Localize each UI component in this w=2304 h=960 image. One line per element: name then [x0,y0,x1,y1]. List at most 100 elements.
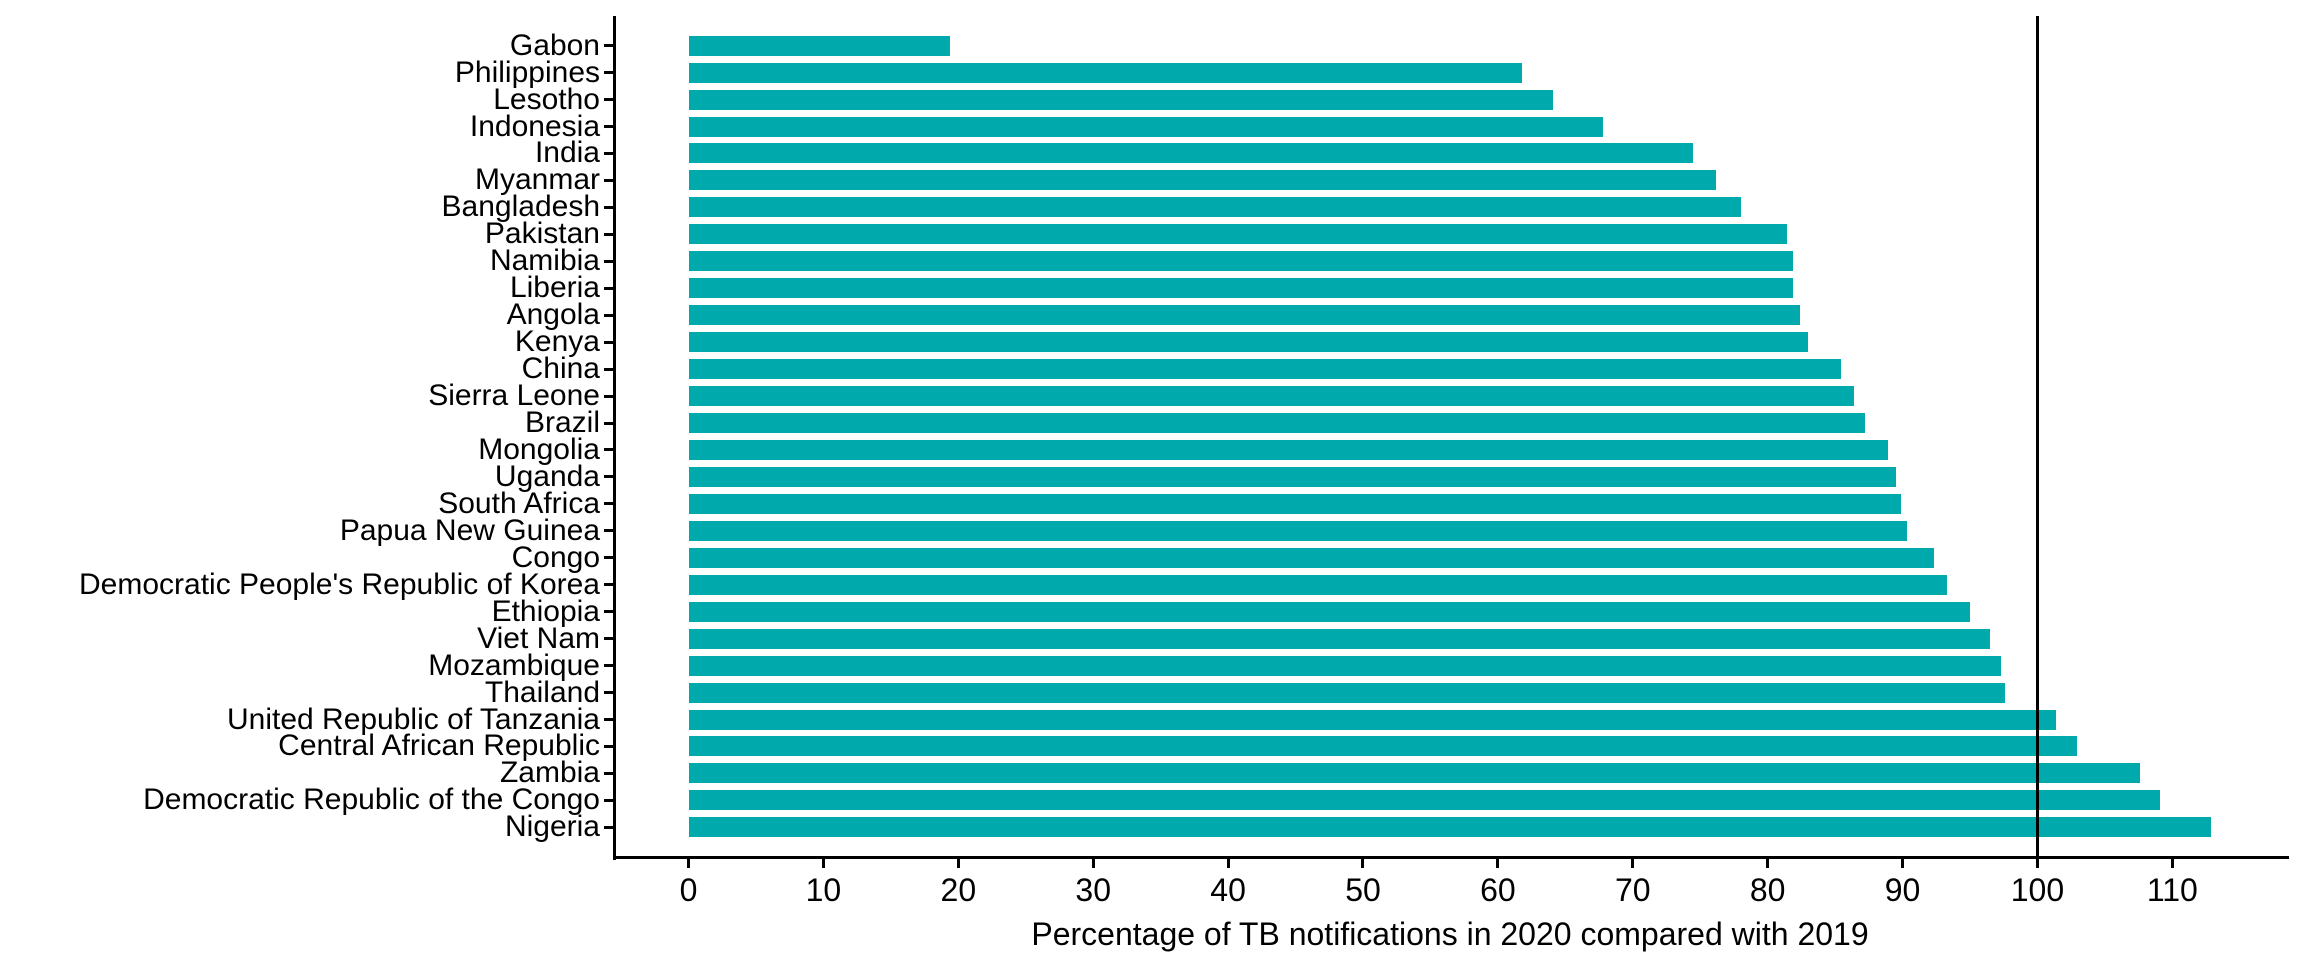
y-tick [604,771,613,775]
x-tick [2035,858,2039,868]
y-tick [604,178,613,182]
bar [688,386,1854,407]
y-tick [604,205,613,209]
y-tick [604,718,613,722]
category-label: South Africa [438,486,600,520]
bar [688,143,1694,164]
x-tick-label: 100 [2010,872,2065,908]
bar [688,116,1604,137]
x-tick-label: 30 [1075,872,1111,908]
category-label: Brazil [524,406,600,440]
category-label: Congo [511,540,600,574]
bar [688,332,1809,353]
bar [688,170,1717,191]
bar [688,278,1794,299]
x-tick-label: 50 [1345,872,1381,908]
category-label: Ethiopia [491,594,600,628]
x-tick [1361,858,1365,868]
category-label: Nigeria [504,810,600,844]
y-tick [604,529,613,533]
bar [688,197,1741,218]
bar [688,359,1841,380]
y-tick [604,394,613,398]
category-label: United Republic of Tanzania [226,702,600,736]
y-tick [604,313,613,317]
category-label: Kenya [514,325,600,359]
category-label: Myanmar [474,163,600,197]
x-tick [1901,858,1905,868]
x-tick-label: 40 [1210,872,1246,908]
y-tick [604,691,613,695]
x-tick [1496,858,1500,868]
x-tick [1766,858,1770,868]
x-tick-label: 10 [805,872,842,908]
bar [688,601,1970,622]
category-label: Philippines [454,55,600,89]
x-tick [1091,858,1095,868]
bar [688,439,1888,460]
y-tick [604,232,613,236]
y-tick [604,421,613,425]
bar [688,682,2006,703]
category-label: Mongolia [478,432,600,466]
category-label: Sierra Leone [428,379,600,413]
y-tick [604,744,613,748]
y-tick [604,610,613,614]
x-tick-label: 80 [1749,872,1786,908]
bar [688,790,2161,811]
y-tick [604,448,613,452]
bar [688,251,1794,272]
x-tick [956,858,960,868]
y-tick [604,637,613,641]
category-label: Papua New Guinea [339,513,600,547]
y-tick [604,825,613,829]
bar [688,574,1948,595]
y-tick [604,556,613,560]
bar [688,466,1896,487]
y-tick [604,664,613,668]
x-tick [2170,858,2174,868]
y-tick [604,583,613,587]
bar [688,736,2077,757]
category-label: Bangladesh [441,190,600,224]
bar [688,709,2057,730]
category-label: India [534,136,600,170]
x-tick-label: 0 [679,872,698,908]
bar [688,89,1554,110]
bar [688,62,1523,83]
x-tick-label: 70 [1614,872,1651,908]
y-tick [604,98,613,102]
bar [688,655,2002,676]
y-axis-line [613,16,616,860]
category-label: Gabon [509,28,600,62]
y-tick [604,286,613,290]
category-label: Indonesia [469,109,600,143]
category-label: Viet Nam [477,621,600,655]
y-tick [604,367,613,371]
y-tick [604,71,613,75]
x-tick [821,858,825,868]
bar [688,763,2140,784]
y-tick [604,502,613,506]
x-tick-label: 90 [1884,872,1921,908]
reference-line-100 [2035,16,2039,857]
category-label: Liberia [509,271,600,305]
x-tick-label: 60 [1480,872,1516,908]
category-label: Mozambique [428,648,600,682]
y-tick [604,151,613,155]
bar [688,35,951,56]
category-label: Namibia [489,244,600,278]
y-tick [604,44,613,48]
category-label: Democratic Republic of the Congo [143,783,600,817]
x-tick-label: 110 [2146,872,2198,908]
category-label: Uganda [494,459,600,493]
x-tick [687,858,691,868]
category-label: China [521,352,600,386]
category-label: Thailand [484,675,600,709]
bar [688,547,1934,568]
bar [688,628,1991,649]
bar [688,305,1801,326]
x-tick [1226,858,1230,868]
y-tick [604,340,613,344]
